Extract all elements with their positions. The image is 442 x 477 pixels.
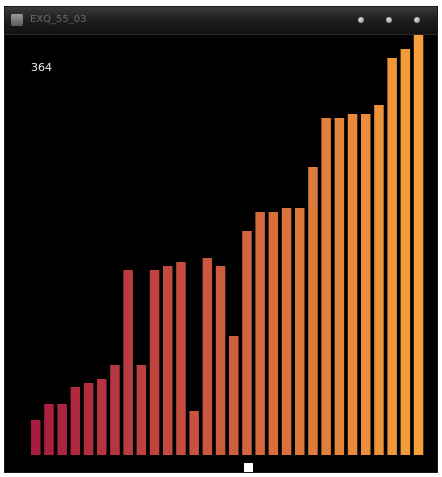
app-window: EXQ_55_03 364	[4, 6, 438, 473]
minimize-icon[interactable]	[358, 17, 364, 23]
bar	[44, 404, 54, 455]
bar	[374, 105, 384, 455]
bar	[202, 258, 213, 455]
bar	[70, 387, 81, 455]
bar	[110, 365, 120, 455]
bar	[215, 266, 226, 455]
bar	[149, 270, 160, 455]
title-bar[interactable]: EXQ_55_03	[5, 7, 437, 35]
bar	[229, 336, 239, 455]
bar	[136, 365, 147, 455]
window-title: EXQ_55_03	[30, 14, 87, 25]
close-icon[interactable]	[414, 17, 420, 23]
counter-label: 364	[31, 61, 52, 74]
bar	[97, 379, 107, 455]
bar	[268, 212, 279, 455]
bar	[176, 262, 186, 455]
position-marker[interactable]	[244, 463, 253, 472]
bar	[308, 167, 318, 455]
bar	[281, 208, 292, 455]
bar	[123, 270, 133, 455]
bar	[387, 58, 397, 455]
bar	[242, 231, 252, 455]
bar	[334, 118, 345, 455]
bar	[163, 266, 173, 455]
bar	[413, 35, 424, 455]
bar	[83, 383, 94, 455]
bar	[57, 404, 67, 455]
bar-chart	[31, 35, 424, 455]
bar	[361, 114, 371, 455]
bar	[255, 212, 265, 455]
app-icon	[11, 14, 23, 26]
bar	[400, 49, 411, 455]
bar	[189, 411, 199, 455]
bar	[295, 208, 305, 455]
bar	[347, 114, 358, 455]
maximize-icon[interactable]	[386, 17, 392, 23]
bar	[31, 420, 41, 455]
bar	[321, 118, 331, 455]
